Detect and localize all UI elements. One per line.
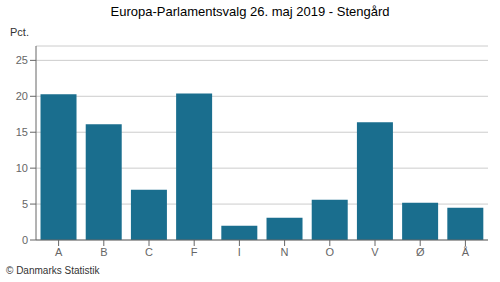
svg-text:10: 10 xyxy=(16,162,28,174)
svg-text:Å: Å xyxy=(462,246,470,258)
svg-text:N: N xyxy=(281,246,289,258)
svg-text:A: A xyxy=(55,246,63,258)
svg-text:25: 25 xyxy=(16,54,28,66)
svg-text:15: 15 xyxy=(16,126,28,138)
html-text:© Danmarks Statistik: © Danmarks Statistik xyxy=(6,265,100,276)
svg-text:20: 20 xyxy=(16,90,28,102)
svg-text:C: C xyxy=(145,246,153,258)
svg-text:I: I xyxy=(238,246,241,258)
svg-text:0: 0 xyxy=(22,234,28,246)
svg-text:5: 5 xyxy=(22,198,28,210)
html-text:Europa-Parlamentsvalg 26. maj: Europa-Parlamentsvalg 26. maj 2019 - Ste… xyxy=(110,4,390,19)
svg-text:F: F xyxy=(191,246,198,258)
svg-text:O: O xyxy=(326,246,335,258)
svg-text:B: B xyxy=(100,246,107,258)
svg-text:Ø: Ø xyxy=(416,246,425,258)
svg-text:V: V xyxy=(371,246,379,258)
html-text:Pct.: Pct. xyxy=(10,26,29,38)
